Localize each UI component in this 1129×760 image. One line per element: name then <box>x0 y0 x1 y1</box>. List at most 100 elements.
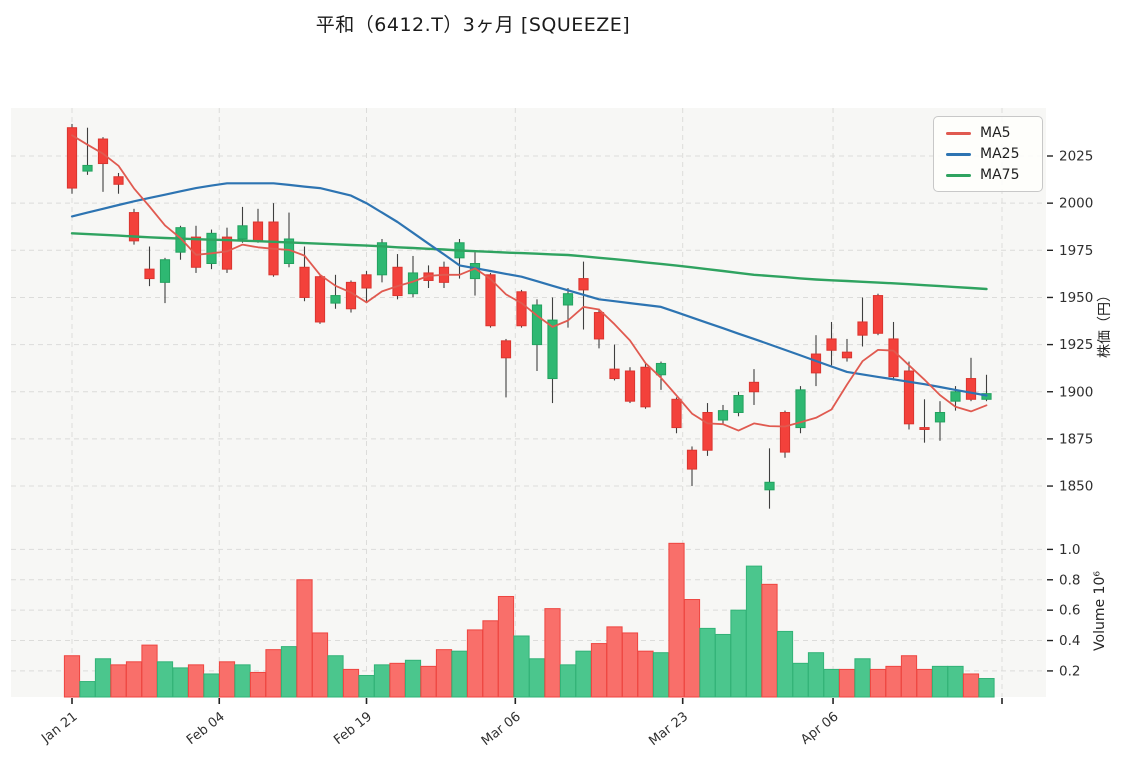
volume-tick-label: 0.6 <box>1059 603 1080 619</box>
price-tick-label: 1975 <box>1059 243 1093 259</box>
volume-tick-label: 0.2 <box>1059 663 1080 679</box>
candle-body <box>66 127 78 189</box>
candle-body <box>531 304 543 346</box>
candle-body <box>376 242 388 276</box>
volume-bar <box>900 655 918 698</box>
price-axis-label: 株価（円） <box>1097 288 1113 358</box>
date-tick-label: Feb 04 <box>184 709 228 748</box>
candle-body <box>190 236 202 268</box>
volume-bar <box>280 646 298 698</box>
candle-body <box>206 232 217 265</box>
volume-bar <box>792 662 809 698</box>
candle-body <box>655 362 667 376</box>
legend-label-ma5: MA5 <box>980 125 1011 141</box>
candle-body <box>857 321 868 336</box>
volume-bar <box>63 655 81 698</box>
candle-body <box>919 427 930 430</box>
volume-bar <box>110 664 127 698</box>
candle-body <box>593 312 605 340</box>
ma5-line-swatch-icon <box>946 131 971 135</box>
candle-body <box>686 449 698 470</box>
volume-bar <box>931 665 949 698</box>
candle-body <box>252 221 264 242</box>
ma25-line-swatch-icon <box>946 152 971 156</box>
legend-item-ma75: MA75 <box>946 168 1030 182</box>
volume-bar <box>373 664 391 698</box>
volume-bar <box>234 664 251 698</box>
ma5-line <box>71 134 988 432</box>
candle-body <box>810 353 822 374</box>
candle-body <box>221 236 233 270</box>
volume-bar <box>125 661 143 698</box>
volume-bar <box>590 643 608 698</box>
candle-body <box>779 411 791 453</box>
ma25-line <box>70 182 988 397</box>
volume-bar <box>172 667 189 698</box>
volume-bar <box>420 665 437 698</box>
volume-bar <box>575 650 592 698</box>
candle-body <box>826 338 837 351</box>
date-tick-label: Mar 23 <box>646 709 691 749</box>
candle-body <box>299 266 310 298</box>
price-tick-label: 2000 <box>1059 196 1093 212</box>
price-tick-label: 1900 <box>1059 384 1093 400</box>
candle-body <box>113 176 124 185</box>
legend-label-ma75: MA75 <box>980 167 1020 183</box>
price-tick-label: 1875 <box>1059 431 1093 447</box>
volume-bar <box>466 629 484 698</box>
chart-title: 平和（6412.T）3ヶ月 [SQUEEZE] <box>315 14 631 36</box>
volume-bar <box>358 674 375 698</box>
volume-axis-label: Volume 10⁶ <box>1092 571 1108 651</box>
volume-bar <box>218 661 236 698</box>
candle-body <box>562 293 574 306</box>
candle-body <box>144 268 155 280</box>
candle-body <box>717 410 729 421</box>
candle-body <box>314 276 326 323</box>
candle-body <box>237 225 248 240</box>
candle-body <box>128 212 140 242</box>
price-tick-label: 1950 <box>1059 290 1093 306</box>
candle-body <box>764 481 775 491</box>
volume-bar <box>528 658 546 698</box>
volume-bar <box>203 673 220 698</box>
legend-item-ma5: MA5 <box>946 126 1030 140</box>
candle-body <box>159 259 171 283</box>
price-tick-label: 1850 <box>1059 479 1093 495</box>
volume-bar <box>683 599 701 698</box>
candle-body <box>640 366 651 408</box>
volume-tick-label: 1.0 <box>1059 542 1080 558</box>
candle-body <box>841 351 853 359</box>
volume-tick-label: 0.4 <box>1059 633 1080 649</box>
volume-bar <box>451 650 468 698</box>
legend-item-ma25: MA25 <box>946 147 1030 161</box>
candle-body <box>624 370 636 402</box>
volume-bar <box>389 662 406 698</box>
volume-bar <box>513 635 530 698</box>
volume-bar <box>482 620 499 698</box>
candle-body <box>609 368 620 380</box>
candle-body <box>175 227 186 253</box>
candle-body <box>516 291 527 327</box>
volume-bar <box>745 565 763 698</box>
legend-label-ma25: MA25 <box>980 146 1020 162</box>
candle-body <box>903 370 915 425</box>
volume-bar <box>807 652 825 698</box>
volume-bar <box>544 608 561 698</box>
volume-bar <box>823 668 840 698</box>
volume-bar <box>776 630 794 698</box>
volume-bar <box>637 650 654 698</box>
volume-bar <box>869 668 887 698</box>
legend: MA5 MA25 MA75 <box>933 116 1043 192</box>
candle-body <box>934 411 946 423</box>
volume-bar <box>435 649 453 698</box>
date-tick-label: Apr 06 <box>798 709 841 747</box>
candle-body <box>547 319 558 380</box>
volume-bar <box>621 632 639 698</box>
volume-bar <box>79 681 96 698</box>
ma75-line-swatch-icon <box>946 173 971 177</box>
candle-body <box>965 378 977 400</box>
candle-body <box>392 266 403 297</box>
